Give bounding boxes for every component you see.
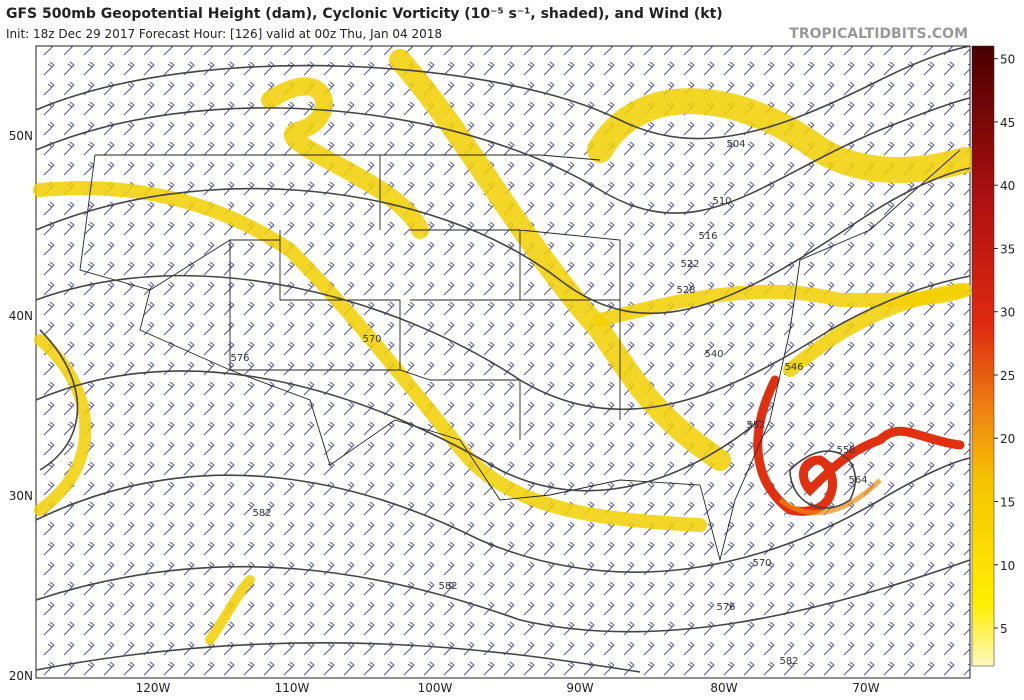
lon-label: 70W: [852, 681, 879, 695]
contour-label: 546: [784, 362, 803, 373]
colorbar-tick-label: 10: [1000, 559, 1015, 573]
contour-label: 564: [848, 475, 867, 486]
colorbar-tick-label: 25: [1000, 369, 1015, 383]
lat-label: 30N: [9, 489, 33, 503]
lon-label: 90W: [566, 681, 593, 695]
contour-label: 576: [230, 353, 249, 364]
borders: [79, 149, 961, 562]
title: GFS 500mb Geopotential Height (dam), Cyc…: [6, 6, 723, 22]
contour-label: 504: [726, 139, 745, 150]
subtitle: Init: 18z Dec 29 2017 Forecast Hour: [12…: [6, 27, 442, 41]
colorbar-tick-label: 45: [1000, 116, 1015, 130]
colorbar: 5 10 15 20 25 30 35 40 45 50: [971, 45, 1015, 667]
lon-labels: 120W 110W 100W 90W 80W 70W: [136, 681, 880, 695]
contour-label: 570: [752, 558, 771, 569]
lon-label: 120W: [136, 681, 171, 695]
colorbar-tick-label: 5: [1000, 622, 1008, 636]
lon-label: 110W: [275, 681, 310, 695]
contour-label: 552: [746, 420, 765, 431]
contour-label: 522: [680, 259, 699, 270]
contour-label: 528: [676, 285, 695, 296]
colorbar-fill: [971, 45, 995, 667]
contour-labels: 504 510 516 522 528 540 546 552 558 564 570 576 582 5…: [230, 139, 867, 667]
contour-label: 540: [704, 349, 723, 360]
colorbar-tick-label: 30: [1000, 306, 1015, 320]
lon-label: 80W: [710, 681, 737, 695]
colorbar-tick-label: 40: [1000, 179, 1015, 193]
contour-label: 582: [779, 656, 798, 667]
lat-label: 40N: [9, 309, 33, 323]
colorbar-ticks: 5 10 15 20 25 30 35 40 45 50: [994, 53, 1015, 636]
height-contours: [35, 45, 971, 673]
vorticity: [33, 49, 978, 645]
lat-labels: 50N 40N 30N 20N: [9, 129, 33, 683]
colorbar-tick-label: 35: [1000, 242, 1015, 256]
colorbar-tick-label: 20: [1000, 432, 1015, 446]
brand: TROPICALTIDBITS.COM: [789, 26, 968, 42]
colorbar-tick-label: 50: [1000, 53, 1015, 67]
contour-label: 582: [438, 581, 457, 592]
contour-label: 510: [712, 196, 731, 207]
lon-label: 100W: [418, 681, 453, 695]
contour-label: 570: [362, 334, 381, 345]
contour-label: 576: [716, 602, 735, 613]
contour-label: 582: [252, 508, 271, 519]
map-area: 504 510 516 522 528 540 546 552 558 564 570 576 582 5…: [9, 45, 978, 695]
lat-label: 20N: [9, 669, 33, 683]
contour-label: 558: [836, 445, 855, 456]
colorbar-tick-label: 15: [1000, 496, 1015, 510]
lat-label: 50N: [9, 129, 33, 143]
contour-label: 516: [698, 231, 717, 242]
